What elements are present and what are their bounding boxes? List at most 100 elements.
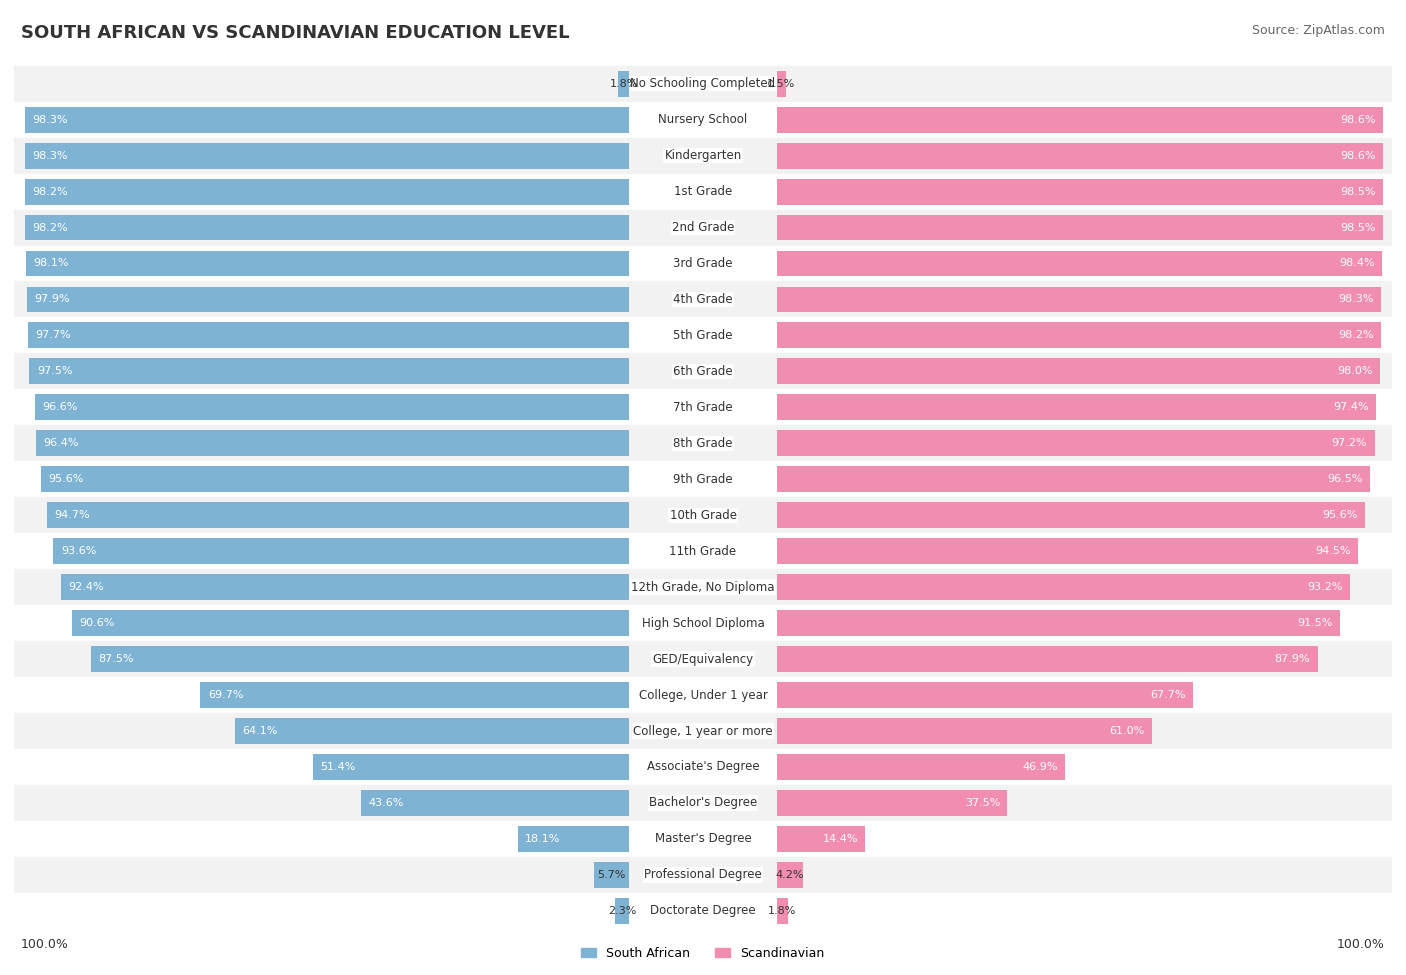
Bar xyxy=(619,71,630,97)
Bar xyxy=(778,178,1382,205)
Text: Professional Degree: Professional Degree xyxy=(644,869,762,881)
Bar xyxy=(53,538,630,565)
Bar xyxy=(14,174,1392,210)
Text: 1st Grade: 1st Grade xyxy=(673,185,733,198)
Bar xyxy=(778,71,786,97)
Text: 51.4%: 51.4% xyxy=(321,762,356,772)
Text: 12th Grade, No Diploma: 12th Grade, No Diploma xyxy=(631,581,775,594)
Text: 96.4%: 96.4% xyxy=(44,439,79,448)
Text: 95.6%: 95.6% xyxy=(49,474,84,485)
Bar xyxy=(778,610,1340,636)
Bar xyxy=(14,461,1392,497)
Text: Nursery School: Nursery School xyxy=(658,113,748,126)
Text: College, 1 year or more: College, 1 year or more xyxy=(633,724,773,737)
Bar xyxy=(14,282,1392,318)
Bar xyxy=(778,395,1376,420)
Text: 98.3%: 98.3% xyxy=(32,150,67,161)
Text: 98.3%: 98.3% xyxy=(1339,294,1374,304)
Text: 3rd Grade: 3rd Grade xyxy=(673,257,733,270)
Text: 97.5%: 97.5% xyxy=(37,367,72,376)
Bar xyxy=(14,569,1392,605)
Text: 95.6%: 95.6% xyxy=(1322,510,1358,521)
Bar xyxy=(778,106,1384,133)
Bar xyxy=(778,898,787,923)
Text: Kindergarten: Kindergarten xyxy=(665,149,741,162)
Text: 5th Grade: 5th Grade xyxy=(673,329,733,342)
Bar xyxy=(60,574,630,600)
Text: 97.4%: 97.4% xyxy=(1333,403,1368,412)
Bar xyxy=(24,142,630,169)
Text: 98.5%: 98.5% xyxy=(1340,222,1375,232)
Bar xyxy=(14,713,1392,749)
Bar xyxy=(201,682,630,708)
Text: Source: ZipAtlas.com: Source: ZipAtlas.com xyxy=(1251,24,1385,37)
Bar xyxy=(614,898,630,923)
Text: 87.5%: 87.5% xyxy=(98,654,134,664)
Bar xyxy=(778,862,803,888)
Bar xyxy=(361,790,630,816)
Text: 64.1%: 64.1% xyxy=(242,726,277,736)
Text: 5.7%: 5.7% xyxy=(598,870,626,879)
Text: Master's Degree: Master's Degree xyxy=(655,833,751,845)
Bar xyxy=(25,214,630,241)
Text: 98.0%: 98.0% xyxy=(1337,367,1372,376)
Text: 97.9%: 97.9% xyxy=(34,294,70,304)
Text: 1.8%: 1.8% xyxy=(609,79,638,89)
Bar xyxy=(27,287,630,312)
Text: 93.6%: 93.6% xyxy=(60,546,96,556)
Text: 98.2%: 98.2% xyxy=(1339,331,1374,340)
Text: No Schooling Completed: No Schooling Completed xyxy=(630,77,776,90)
Text: 98.6%: 98.6% xyxy=(1340,115,1376,125)
Bar xyxy=(517,826,630,852)
Text: 18.1%: 18.1% xyxy=(526,834,561,844)
Text: 2.3%: 2.3% xyxy=(607,906,637,916)
Text: SOUTH AFRICAN VS SCANDINAVIAN EDUCATION LEVEL: SOUTH AFRICAN VS SCANDINAVIAN EDUCATION … xyxy=(21,24,569,42)
Text: High School Diploma: High School Diploma xyxy=(641,616,765,630)
Text: 69.7%: 69.7% xyxy=(208,690,243,700)
Bar xyxy=(778,323,1381,348)
Text: 87.9%: 87.9% xyxy=(1274,654,1310,664)
Bar xyxy=(30,359,630,384)
Text: College, Under 1 year: College, Under 1 year xyxy=(638,688,768,702)
Bar xyxy=(91,646,630,672)
Bar xyxy=(41,466,630,492)
Text: 92.4%: 92.4% xyxy=(67,582,104,592)
Bar xyxy=(28,323,630,348)
Bar xyxy=(778,287,1382,312)
Text: 94.5%: 94.5% xyxy=(1315,546,1351,556)
Text: 98.3%: 98.3% xyxy=(32,115,67,125)
Bar xyxy=(14,246,1392,282)
Bar xyxy=(778,574,1350,600)
Text: 4th Grade: 4th Grade xyxy=(673,292,733,306)
Text: 37.5%: 37.5% xyxy=(965,798,1000,808)
Text: 98.5%: 98.5% xyxy=(1340,186,1375,197)
Text: 97.2%: 97.2% xyxy=(1331,439,1367,448)
Bar xyxy=(46,502,630,528)
Bar xyxy=(595,862,630,888)
Text: 11th Grade: 11th Grade xyxy=(669,545,737,558)
Legend: South African, Scandinavian: South African, Scandinavian xyxy=(576,942,830,965)
Bar xyxy=(778,538,1358,565)
Bar xyxy=(14,425,1392,461)
Text: 7th Grade: 7th Grade xyxy=(673,401,733,413)
Text: 93.2%: 93.2% xyxy=(1308,582,1343,592)
Bar xyxy=(14,677,1392,713)
Bar xyxy=(14,318,1392,353)
Bar xyxy=(14,605,1392,642)
Bar xyxy=(25,251,630,277)
Bar xyxy=(24,106,630,133)
Text: GED/Equivalency: GED/Equivalency xyxy=(652,652,754,666)
Bar xyxy=(14,749,1392,785)
Text: 90.6%: 90.6% xyxy=(79,618,115,628)
Bar xyxy=(14,137,1392,174)
Text: 61.0%: 61.0% xyxy=(1109,726,1144,736)
Text: 1.5%: 1.5% xyxy=(768,79,796,89)
Bar xyxy=(778,502,1365,528)
Text: 8th Grade: 8th Grade xyxy=(673,437,733,449)
Bar xyxy=(72,610,630,636)
Bar xyxy=(778,251,1382,277)
Text: 94.7%: 94.7% xyxy=(53,510,90,521)
Bar xyxy=(14,821,1392,857)
Bar xyxy=(778,682,1194,708)
Bar xyxy=(14,353,1392,389)
